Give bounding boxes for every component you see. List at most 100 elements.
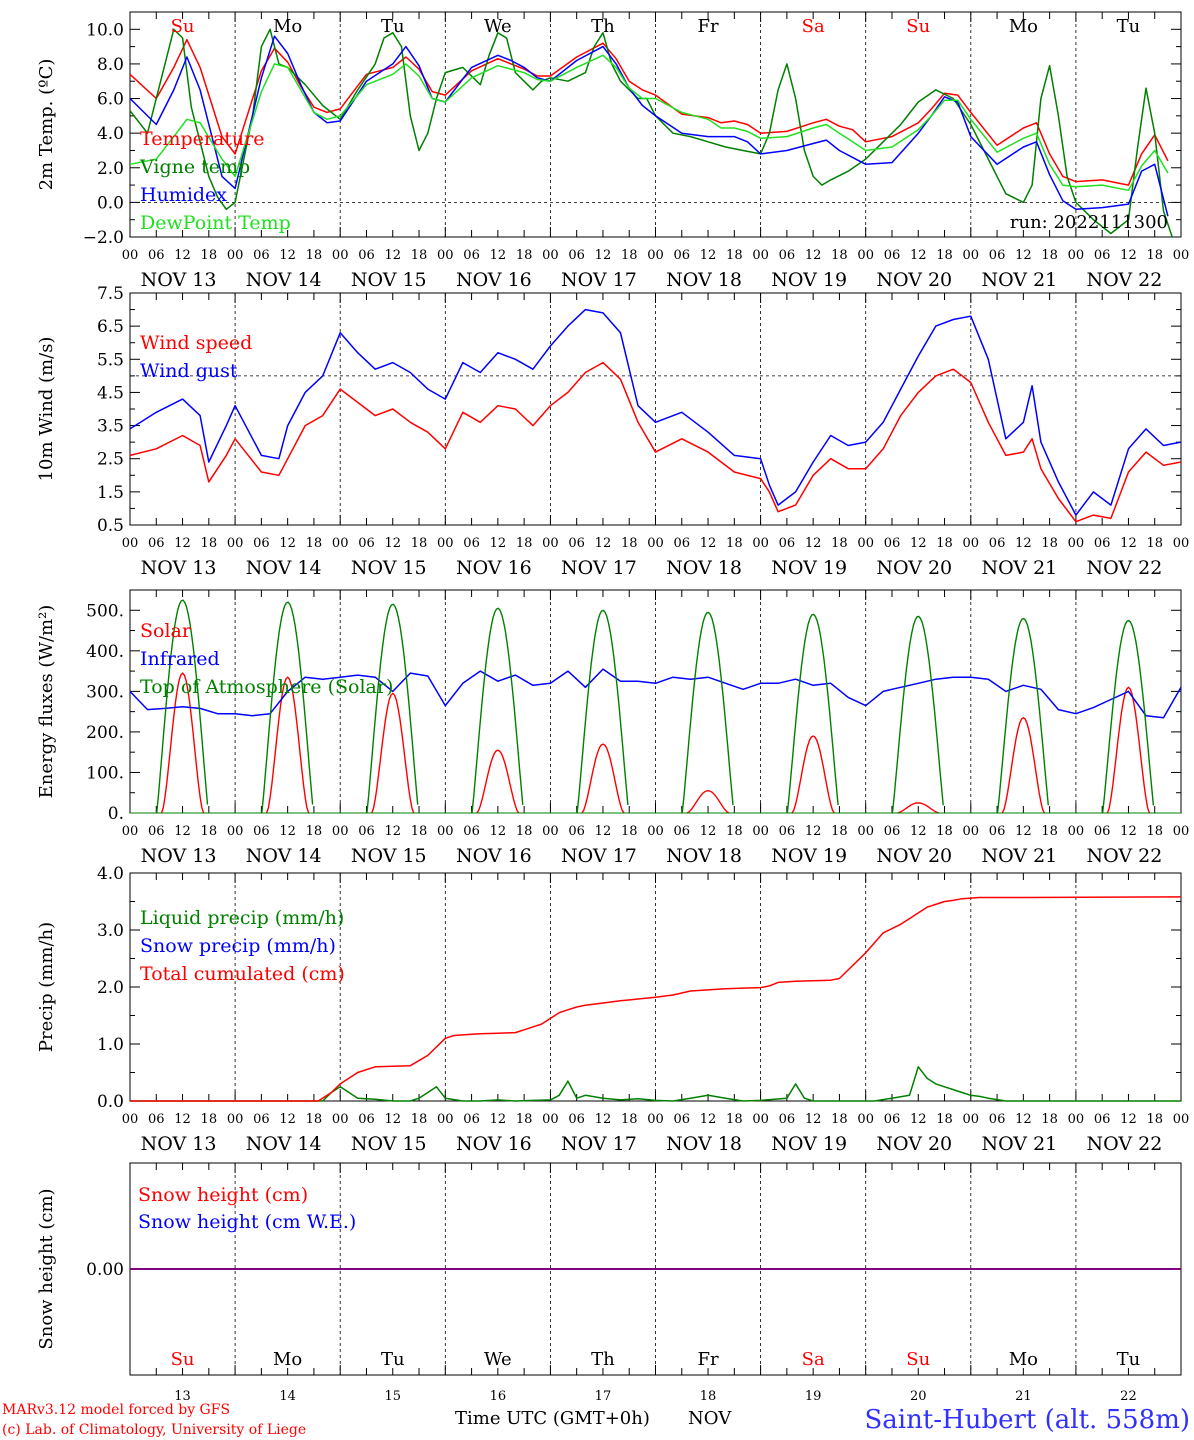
x-hour-label: 12 xyxy=(490,248,507,263)
y-tick-label: 0.0 xyxy=(97,1092,124,1112)
x-hour-label: 18 xyxy=(201,248,218,263)
legend-entry: Vigne temp xyxy=(139,156,250,178)
x-date-label: NOV 13 xyxy=(141,557,217,579)
x-hour-label: 00 xyxy=(857,824,874,839)
day-name-label: Tu xyxy=(1117,16,1141,37)
legend-entry: Snow height (cm) xyxy=(138,1184,308,1206)
y-tick-label: 0.0 xyxy=(97,193,124,213)
x-hour-label: 06 xyxy=(884,824,901,839)
x-hour-label: 18 xyxy=(306,824,323,839)
series-green-day-18 xyxy=(681,611,734,814)
x-hour-label: 18 xyxy=(516,536,533,551)
x-hour-label: 18 xyxy=(1146,1112,1163,1127)
x-date-label: NOV 20 xyxy=(876,1133,952,1155)
x-hour-label: 00 xyxy=(437,824,454,839)
x-date-label: NOV 15 xyxy=(351,269,427,291)
x-hour-label: 18 xyxy=(516,248,533,263)
x-hour-label: 12 xyxy=(490,1112,507,1127)
panel-temp: −2.0 0.0 2.0 4.0 6.0 8.0 10.0 2m Temp. (ºC) Temp… xyxy=(36,11,1190,291)
series-red-day-22 xyxy=(1106,686,1151,814)
x-hour-label: 12 xyxy=(490,536,507,551)
x-date-label: NOV 18 xyxy=(666,269,742,291)
x-hour-label: 06 xyxy=(358,248,375,263)
series-red-day-15 xyxy=(371,692,415,814)
x-hour-label: 00 xyxy=(1173,536,1190,551)
x-hour-label: 12 xyxy=(1015,1112,1032,1127)
x-date-label: NOV 22 xyxy=(1087,269,1163,291)
day-number-label: 16 xyxy=(490,1389,507,1404)
x-hour-label: 18 xyxy=(201,536,218,551)
x-hour-label: 12 xyxy=(490,824,507,839)
x-hour-label: 06 xyxy=(779,1112,796,1127)
x-hour-label: 00 xyxy=(122,1112,139,1127)
x-hour-label: 12 xyxy=(1015,824,1032,839)
x-hour-label: 12 xyxy=(1120,248,1137,263)
day-name-label: Tu xyxy=(381,1349,405,1370)
series-green-day-21 xyxy=(996,617,1049,814)
x-date-label: NOV 14 xyxy=(246,269,322,291)
x-hour-label: 18 xyxy=(726,248,743,263)
series-red-day-17 xyxy=(581,743,625,814)
x-date-label: NOV 15 xyxy=(351,1133,427,1155)
y-tick-label: 10.0 xyxy=(86,20,124,40)
series-line-blue xyxy=(129,35,1169,217)
x-hour-label: 18 xyxy=(831,536,848,551)
x-hour-label: 12 xyxy=(805,824,822,839)
series-green-day-20 xyxy=(891,615,944,814)
day-name-label: Mo xyxy=(1009,16,1038,37)
y-tick-label: 0.00 xyxy=(86,1260,124,1280)
x-hour-label: 06 xyxy=(779,824,796,839)
series-line-green xyxy=(130,1066,1181,1102)
x-hour-label: 18 xyxy=(831,824,848,839)
x-hour-label: 06 xyxy=(568,824,585,839)
y-tick-label: 500. xyxy=(86,601,124,621)
x-date-label: NOV 15 xyxy=(351,845,427,867)
day-number-label: 13 xyxy=(174,1389,191,1404)
month-label: NOV xyxy=(688,1408,732,1429)
x-date-label: NOV 20 xyxy=(876,845,952,867)
series-green-day-19 xyxy=(786,613,839,814)
x-hour-label: 00 xyxy=(227,1112,244,1127)
y-tick-label: 2.0 xyxy=(97,978,124,998)
x-hour-label: 18 xyxy=(201,1112,218,1127)
x-hour-label: 00 xyxy=(227,248,244,263)
day-name-label: Fr xyxy=(698,1349,719,1370)
x-hour-label: 12 xyxy=(595,1112,612,1127)
x-hour-label: 00 xyxy=(647,824,664,839)
x-hour-label: 18 xyxy=(306,1112,323,1127)
x-hour-label: 12 xyxy=(700,536,717,551)
x-hour-label: 18 xyxy=(726,824,743,839)
legend-entry: Infrared xyxy=(140,648,220,670)
legend-entry: Liquid precip (mm/h) xyxy=(140,907,344,929)
x-hour-label: 12 xyxy=(910,536,927,551)
x-hour-label: 06 xyxy=(358,824,375,839)
x-date-label: NOV 16 xyxy=(456,1133,532,1155)
x-hour-label: 12 xyxy=(910,1112,927,1127)
x-hour-label: 18 xyxy=(516,824,533,839)
day-number-label: 15 xyxy=(384,1389,401,1404)
y-tick-label: 3.0 xyxy=(97,921,124,941)
x-hour-label: 06 xyxy=(253,536,270,551)
x-hour-label: 00 xyxy=(1173,248,1190,263)
x-hour-label: 00 xyxy=(122,824,139,839)
x-hour-label: 12 xyxy=(384,248,401,263)
x-date-label: NOV 20 xyxy=(876,557,952,579)
x-hour-label: 18 xyxy=(411,248,428,263)
x-hour-label: 00 xyxy=(752,248,769,263)
x-hour-label: 06 xyxy=(1094,824,1111,839)
x-hour-label: 12 xyxy=(1015,248,1032,263)
x-hour-label: 18 xyxy=(936,248,953,263)
x-hour-label: 00 xyxy=(1068,536,1085,551)
x-hour-label: 06 xyxy=(674,248,691,263)
x-date-label: NOV 19 xyxy=(771,845,847,867)
x-hour-label: 18 xyxy=(831,1112,848,1127)
x-hour-label: 18 xyxy=(936,536,953,551)
y-tick-label: 2.0 xyxy=(97,159,124,179)
x-hour-label: 18 xyxy=(516,1112,533,1127)
panel-precip: 0.0 1.0 2.0 3.0 4.0 Precip (mm/h) Liquid preci… xyxy=(36,864,1189,1155)
x-hour-label: 12 xyxy=(595,536,612,551)
legend-entry: Snow precip (mm/h) xyxy=(140,935,336,957)
series-line-blue xyxy=(129,668,1182,719)
y-tick-label: 7.5 xyxy=(97,284,124,304)
